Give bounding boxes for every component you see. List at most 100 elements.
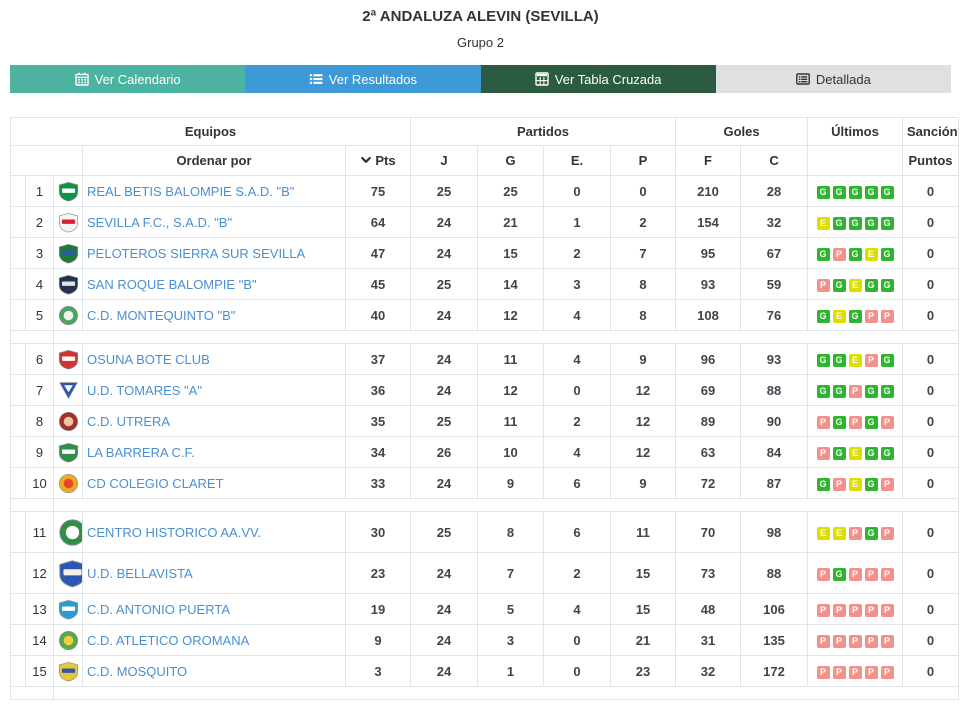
result-badge-g: G — [864, 416, 878, 429]
team-link[interactable]: SEVILLA F.C., S.A.D. "B" — [87, 214, 233, 230]
pts-cell: 47 — [345, 237, 411, 269]
played-cell: 24 — [410, 299, 478, 331]
position-cell: 7 — [25, 374, 54, 406]
sancion-cell: 0 — [902, 624, 960, 656]
played-cell: 24 — [410, 343, 478, 375]
edge-cell — [10, 343, 26, 375]
result-badge-p: P — [816, 416, 830, 429]
wins-cell: 12 — [477, 299, 544, 331]
tab-ver-calendario[interactable]: Ver Calendario — [10, 65, 246, 93]
position-cell: 6 — [25, 343, 54, 375]
team-link[interactable]: LA BARRERA C.F. — [87, 444, 195, 460]
crest-cell — [53, 624, 83, 656]
team-link[interactable]: C.D. MONTEQUINTO "B" — [87, 307, 236, 323]
team-link[interactable]: U.D. BELLAVISTA — [87, 565, 193, 581]
result-badge-g: G — [880, 447, 894, 460]
crest-cell — [53, 343, 83, 375]
played-cell: 24 — [410, 624, 478, 656]
sancion-cell: 0 — [902, 593, 960, 625]
standings-row: 2 SEVILLA F.C., S.A.D. "B" 64 24 21 1 2 … — [10, 206, 960, 238]
detail-list-icon — [796, 73, 810, 85]
wins-cell: 25 — [477, 175, 544, 207]
goals-for-cell: 108 — [675, 299, 742, 331]
team-cell: C.D. ANTONIO PUERTA — [82, 593, 346, 625]
crest-cell — [53, 175, 83, 207]
position-cell: 12 — [25, 552, 54, 594]
team-crest — [58, 211, 79, 234]
header-g: G — [477, 145, 544, 176]
goals-against-cell: 172 — [740, 655, 809, 687]
team-crest — [58, 598, 79, 621]
page-subtitle: Grupo 2 — [457, 35, 504, 50]
losses-cell: 8 — [609, 268, 677, 300]
crest-cell — [53, 436, 83, 468]
edge-cell — [10, 511, 26, 553]
team-link[interactable]: C.D. MOSQUITO — [87, 663, 188, 679]
result-badge-p: P — [848, 666, 862, 679]
header-j: J — [410, 145, 478, 176]
team-link[interactable]: SAN ROQUE BALOMPIE "B" — [87, 276, 257, 292]
losses-cell: 12 — [609, 374, 677, 406]
pts-cell: 34 — [345, 436, 411, 468]
edge-cell — [10, 405, 26, 437]
draws-cell: 6 — [543, 467, 611, 499]
losses-cell: 11 — [609, 511, 677, 553]
result-badge-e: E — [816, 527, 830, 540]
header-pts-sort[interactable]: Pts — [345, 145, 411, 176]
result-badge-e: E — [848, 279, 862, 292]
goals-against-cell: 67 — [740, 237, 809, 269]
tab-ver-tabla-cruzada[interactable]: Ver Tabla Cruzada — [480, 65, 716, 93]
result-badge-p: P — [848, 568, 862, 581]
team-crest — [58, 379, 79, 402]
team-link[interactable]: C.D. ANTONIO PUERTA — [87, 601, 231, 617]
tab-ver-resultados[interactable]: Ver Resultados — [245, 65, 481, 93]
goals-against-cell: 32 — [740, 206, 809, 238]
result-badge-g: G — [832, 354, 846, 367]
result-badge-p: P — [864, 310, 878, 323]
team-link[interactable]: OSUNA BOTE CLUB — [87, 351, 210, 367]
goals-for-cell: 32 — [675, 655, 742, 687]
team-crest — [58, 441, 79, 464]
result-badge-p: P — [864, 666, 878, 679]
standings-row: 7 U.D. TOMARES "A" 36 24 12 0 12 69 88 G… — [10, 374, 960, 406]
played-cell: 24 — [410, 593, 478, 625]
result-badge-p: P — [848, 416, 862, 429]
losses-cell: 15 — [609, 552, 677, 594]
team-link[interactable]: U.D. TOMARES "A" — [87, 382, 202, 398]
goals-for-cell: 89 — [675, 405, 742, 437]
pts-cell: 75 — [345, 175, 411, 207]
tab-detallada[interactable]: Detallada — [715, 65, 951, 93]
team-crest — [58, 472, 79, 495]
edge-cell — [10, 237, 26, 269]
team-link[interactable]: C.D. UTRERA — [87, 413, 171, 429]
header-c: C — [740, 145, 809, 176]
result-badge-g: G — [864, 186, 878, 199]
standings-row: 13 C.D. ANTONIO PUERTA 19 24 5 4 15 48 1… — [10, 593, 960, 625]
result-badge-g: G — [832, 279, 846, 292]
goals-against-cell: 135 — [740, 624, 809, 656]
result-badge-p: P — [832, 248, 846, 261]
wins-cell: 5 — [477, 593, 544, 625]
crest-cell — [53, 268, 83, 300]
team-cell: C.D. MONTEQUINTO "B" — [82, 299, 346, 331]
team-link[interactable]: CD COLEGIO CLARET — [87, 475, 224, 491]
team-crest — [58, 180, 79, 203]
result-badge-g: G — [880, 186, 894, 199]
team-crest — [58, 629, 79, 652]
crest-cell — [53, 593, 83, 625]
team-link[interactable]: PELOTEROS SIERRA SUR SEVILLA — [87, 245, 306, 261]
result-badge-p: P — [848, 385, 862, 398]
sancion-cell: 0 — [902, 511, 960, 553]
team-link[interactable]: REAL BETIS BALOMPIE S.A.D. "B" — [87, 183, 295, 199]
standings-row: 14 C.D. ATLETICO OROMANA 9 24 3 0 21 31 … — [10, 624, 960, 656]
result-badge-g: G — [864, 217, 878, 230]
result-badge-g: G — [880, 248, 894, 261]
result-badge-g: G — [832, 416, 846, 429]
team-link[interactable]: C.D. ATLETICO OROMANA — [87, 632, 250, 648]
team-link[interactable]: CENTRO HISTORICO AA.VV. — [87, 524, 262, 540]
